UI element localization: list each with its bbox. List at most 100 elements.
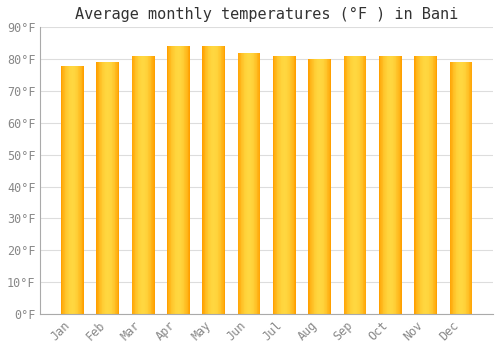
Bar xyxy=(110,62,111,314)
Bar xyxy=(319,59,320,314)
Bar xyxy=(253,53,254,314)
Bar xyxy=(398,56,399,314)
Bar xyxy=(64,65,66,314)
Bar xyxy=(386,56,388,314)
Bar xyxy=(172,47,173,314)
Bar xyxy=(394,56,395,314)
Bar xyxy=(310,59,312,314)
Bar xyxy=(425,56,426,314)
Bar xyxy=(218,47,219,314)
Bar xyxy=(285,56,286,314)
Bar xyxy=(454,62,455,314)
Bar xyxy=(290,56,291,314)
Bar xyxy=(399,56,400,314)
Bar xyxy=(291,56,292,314)
Title: Average monthly temperatures (°F ) in Bani: Average monthly temperatures (°F ) in Ba… xyxy=(75,7,458,22)
Bar xyxy=(456,62,457,314)
Bar xyxy=(103,62,104,314)
Bar xyxy=(73,65,74,314)
Bar xyxy=(138,56,139,314)
Bar xyxy=(361,56,362,314)
Bar xyxy=(239,53,240,314)
Bar xyxy=(360,56,361,314)
Bar xyxy=(328,59,329,314)
Bar xyxy=(326,59,328,314)
Bar xyxy=(108,62,109,314)
Bar xyxy=(133,56,134,314)
Bar xyxy=(354,56,355,314)
Bar xyxy=(101,62,102,314)
Bar xyxy=(349,56,350,314)
Bar xyxy=(364,56,365,314)
Bar xyxy=(207,47,208,314)
Bar xyxy=(81,65,82,314)
Bar xyxy=(416,56,417,314)
Bar xyxy=(295,56,296,314)
Bar xyxy=(350,56,351,314)
Bar xyxy=(186,47,187,314)
Bar xyxy=(258,53,259,314)
Bar xyxy=(212,47,213,314)
Bar xyxy=(188,47,189,314)
Bar xyxy=(417,56,418,314)
Bar xyxy=(178,47,179,314)
Bar xyxy=(396,56,397,314)
Bar xyxy=(139,56,140,314)
Bar xyxy=(424,56,425,314)
Bar xyxy=(432,56,434,314)
Bar xyxy=(462,62,464,314)
Bar xyxy=(418,56,419,314)
Bar xyxy=(365,56,366,314)
Bar xyxy=(148,56,149,314)
Bar xyxy=(246,53,248,314)
Bar xyxy=(137,56,138,314)
Bar xyxy=(144,56,146,314)
Bar xyxy=(77,65,78,314)
Bar xyxy=(173,47,174,314)
Bar xyxy=(381,56,382,314)
Bar xyxy=(208,47,209,314)
Bar xyxy=(132,56,133,314)
Bar xyxy=(356,56,358,314)
Bar xyxy=(401,56,402,314)
Bar xyxy=(461,62,462,314)
Bar xyxy=(324,59,325,314)
Bar xyxy=(400,56,401,314)
Bar xyxy=(470,62,471,314)
Bar xyxy=(274,56,275,314)
Bar xyxy=(182,47,183,314)
Bar xyxy=(76,65,77,314)
Bar xyxy=(273,56,274,314)
Bar xyxy=(177,47,178,314)
Bar xyxy=(80,65,81,314)
Bar xyxy=(143,56,144,314)
Bar xyxy=(283,56,284,314)
Bar xyxy=(466,62,467,314)
Bar xyxy=(183,47,184,314)
Bar xyxy=(431,56,432,314)
Bar xyxy=(168,47,169,314)
Bar xyxy=(245,53,246,314)
Bar xyxy=(96,62,97,314)
Bar xyxy=(169,47,170,314)
Bar xyxy=(430,56,431,314)
Bar xyxy=(167,47,168,314)
Bar xyxy=(450,62,451,314)
Bar xyxy=(308,59,309,314)
Bar xyxy=(379,56,380,314)
Bar xyxy=(428,56,430,314)
Bar xyxy=(216,47,218,314)
Bar xyxy=(63,65,64,314)
Bar xyxy=(422,56,424,314)
Bar xyxy=(427,56,428,314)
Bar xyxy=(464,62,465,314)
Bar xyxy=(107,62,108,314)
Bar xyxy=(436,56,437,314)
Bar xyxy=(102,62,103,314)
Bar xyxy=(330,59,331,314)
Bar xyxy=(314,59,315,314)
Bar xyxy=(279,56,280,314)
Bar xyxy=(111,62,112,314)
Bar xyxy=(244,53,245,314)
Bar xyxy=(70,65,71,314)
